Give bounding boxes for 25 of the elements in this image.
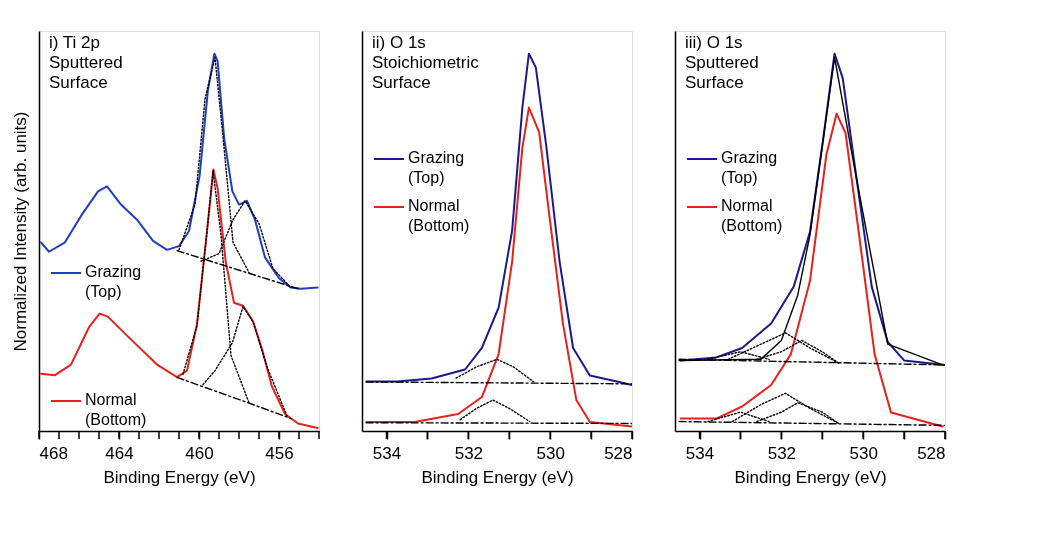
chart-title: ii) O 1s Stoichiometric Surface [372, 33, 480, 92]
x-tick-label: 528 [604, 443, 633, 463]
legend-label: Grazing (Top) [85, 263, 142, 300]
x-axis-title: Binding Energy (eV) [734, 467, 887, 487]
chart-title: i) Ti 2p Sputtered Surface [49, 33, 123, 92]
x-tick-label: 530 [849, 443, 878, 463]
legend-label: Normal (Bottom) [721, 197, 783, 234]
x-tick-label: 464 [105, 443, 134, 463]
chart-title: iii) O 1s Sputtered Surface [685, 33, 759, 92]
x-tick-label: 468 [39, 443, 68, 463]
x-tick-label: 456 [265, 443, 294, 463]
x-tick-label: 534 [372, 443, 402, 463]
x-tick-label: 460 [185, 443, 214, 463]
legend-label: Normal (Bottom) [85, 391, 147, 428]
x-axis-title: Binding Energy (eV) [421, 467, 574, 487]
x-tick-label: 534 [685, 443, 715, 463]
x-tick-label: 532 [767, 443, 797, 463]
x-tick-label: 532 [454, 443, 484, 463]
x-tick-label: 528 [917, 443, 946, 463]
legend-label: Normal (Bottom) [408, 197, 470, 234]
x-tick-label: 530 [536, 443, 565, 463]
legend-label: Grazing (Top) [721, 149, 778, 186]
y-axis-title: Normalized Intensity (arb. units) [10, 111, 30, 352]
legend-label: Grazing (Top) [408, 149, 465, 186]
x-axis-title: Binding Energy (eV) [103, 467, 256, 487]
